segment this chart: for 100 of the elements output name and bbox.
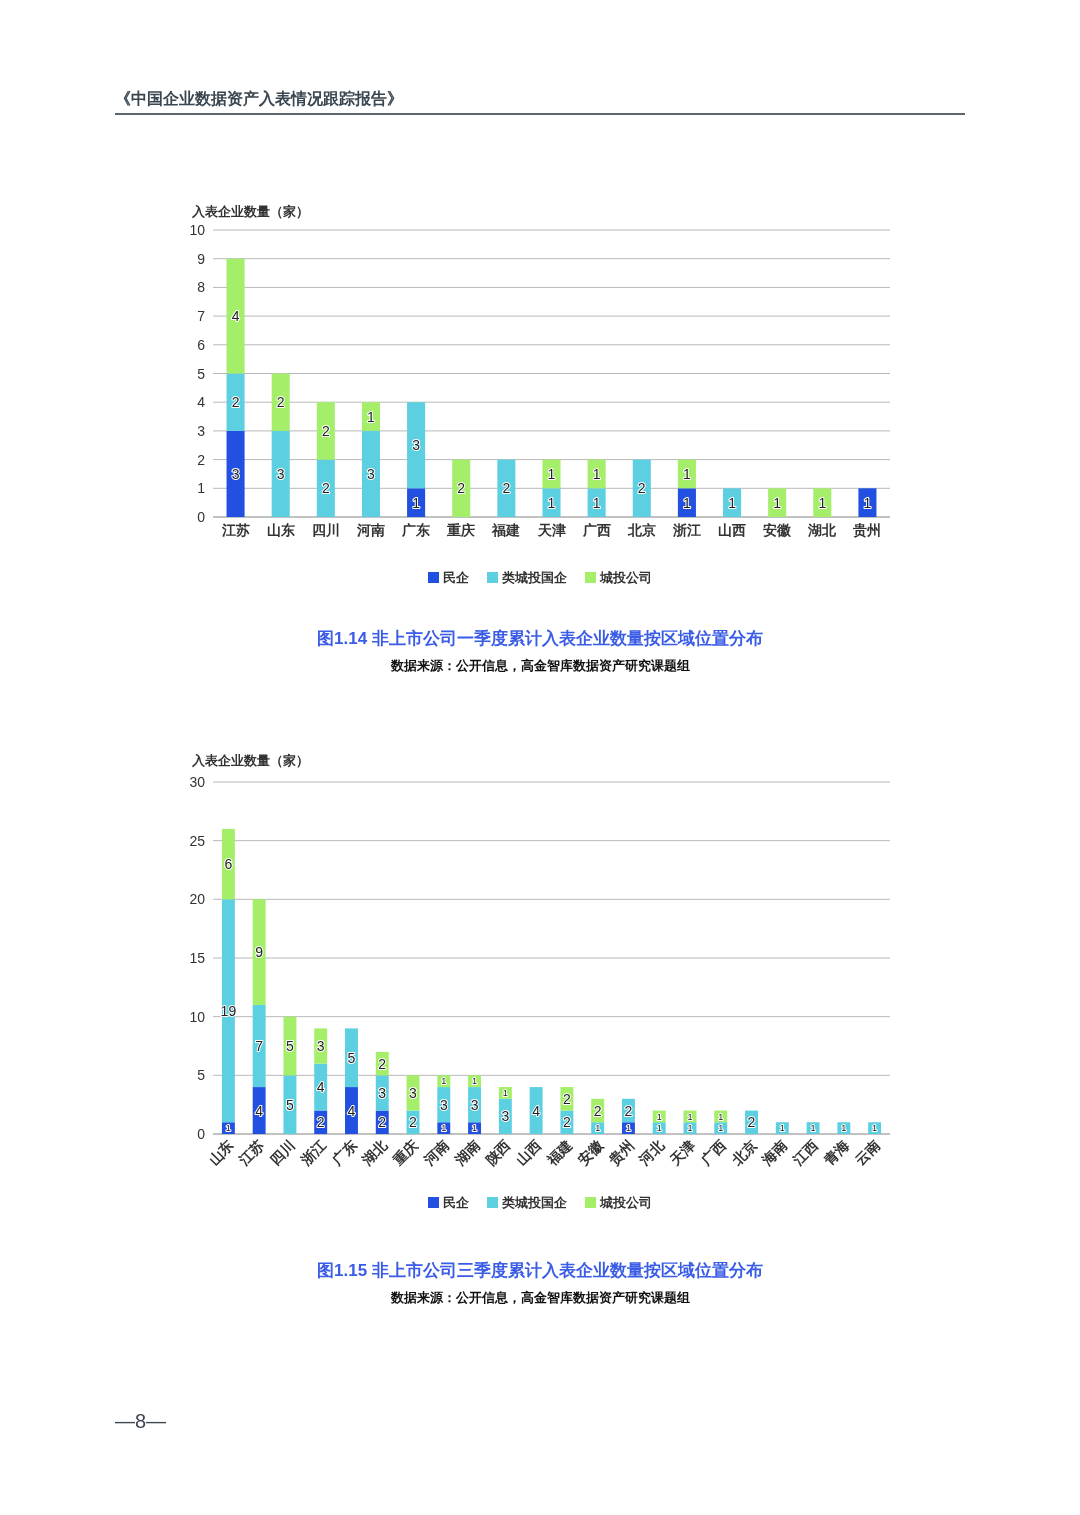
data-label: 4 bbox=[231, 308, 240, 325]
x-tick-label: 湖南 bbox=[451, 1136, 483, 1168]
x-tick-label: 重庆 bbox=[447, 522, 476, 538]
data-label: 1 bbox=[502, 1088, 508, 1099]
x-tick-label: 北京 bbox=[627, 522, 656, 538]
data-label: 2 bbox=[457, 480, 466, 497]
data-label: 2 bbox=[593, 1102, 602, 1119]
legend-label: 民企 bbox=[443, 570, 469, 585]
y-tick-label: 0 bbox=[197, 1126, 205, 1142]
x-tick-label: 天津 bbox=[667, 1136, 699, 1168]
x-tick-label: 安徽 bbox=[574, 1136, 606, 1168]
data-label: 2 bbox=[409, 1114, 417, 1131]
data-label: 9 bbox=[255, 944, 264, 961]
data-label: 1 bbox=[472, 1123, 478, 1134]
data-label: 1 bbox=[412, 494, 420, 511]
x-tick-label: 江苏 bbox=[221, 522, 250, 538]
data-label: 1 bbox=[441, 1123, 447, 1134]
data-label: 1 bbox=[718, 1111, 724, 1122]
data-label: 4 bbox=[347, 1102, 356, 1119]
x-tick-label: 山西 bbox=[513, 1136, 545, 1168]
page-header: 《中国企业数据资产入表情况跟踪报告》 bbox=[115, 90, 403, 107]
data-label: 1 bbox=[728, 494, 736, 511]
x-tick-label: 山东 bbox=[266, 522, 295, 538]
y-tick-label: 3 bbox=[197, 422, 205, 439]
data-label: 5 bbox=[347, 1049, 356, 1066]
y-tick-label: 0 bbox=[197, 509, 205, 525]
data-label: 1 bbox=[683, 494, 691, 511]
data-label: 3 bbox=[409, 1084, 417, 1101]
y-tick-label: 9 bbox=[197, 250, 205, 267]
x-tick-label: 广东 bbox=[328, 1136, 360, 1168]
x-tick-label: 陕西 bbox=[482, 1136, 514, 1168]
data-label: 1 bbox=[595, 1123, 601, 1134]
x-tick-label: 河南 bbox=[356, 522, 385, 538]
data-label: 1 bbox=[592, 466, 601, 482]
data-label: 3 bbox=[276, 466, 285, 482]
data-label: 2 bbox=[563, 1114, 571, 1131]
data-label: 3 bbox=[501, 1108, 510, 1125]
data-label: 1 bbox=[625, 1123, 631, 1134]
y-tick-label: 1 bbox=[197, 480, 205, 497]
data-label: 3 bbox=[231, 466, 240, 482]
y-tick-label: 10 bbox=[189, 1008, 205, 1025]
x-tick-label: 浙江 bbox=[672, 522, 701, 538]
x-tick-label: 重庆 bbox=[390, 1136, 422, 1168]
data-label: 2 bbox=[624, 1102, 633, 1119]
x-tick-label: 河北 bbox=[636, 1136, 668, 1168]
y-tick-label: 2 bbox=[197, 451, 205, 468]
data-label: 2 bbox=[316, 1114, 325, 1131]
data-label: 1 bbox=[718, 1123, 724, 1134]
data-label: 4 bbox=[255, 1102, 264, 1119]
x-tick-label: 江苏 bbox=[236, 1136, 268, 1168]
data-label: 4 bbox=[532, 1102, 540, 1119]
data-label: 1 bbox=[872, 1123, 878, 1134]
data-label: 3 bbox=[378, 1084, 387, 1101]
data-label: 3 bbox=[439, 1096, 448, 1113]
y-axis-title: 入表企业数量（家） bbox=[192, 204, 309, 219]
data-label: 1 bbox=[367, 408, 375, 425]
y-tick-label: 15 bbox=[189, 950, 205, 966]
data-label: 2 bbox=[637, 480, 646, 497]
legend-label: 城投公司 bbox=[600, 1195, 652, 1210]
data-label: 2 bbox=[321, 422, 330, 439]
data-label: 3 bbox=[316, 1038, 325, 1055]
y-tick-label: 7 bbox=[197, 308, 205, 325]
x-tick-label: 浙江 bbox=[297, 1136, 329, 1168]
x-tick-label: 山东 bbox=[205, 1136, 237, 1168]
x-tick-label: 天津 bbox=[537, 522, 566, 538]
x-tick-label: 河南 bbox=[420, 1136, 452, 1168]
y-tick-label: 25 bbox=[189, 832, 205, 849]
data-label: 1 bbox=[818, 494, 827, 511]
data-label: 2 bbox=[276, 394, 285, 411]
y-tick-label: 10 bbox=[189, 222, 205, 238]
data-label: 2 bbox=[563, 1090, 571, 1107]
x-tick-label: 贵州 bbox=[605, 1136, 637, 1168]
x-tick-label: 江西 bbox=[790, 1136, 822, 1168]
source-note: 数据来源：公开信息，高金智库数据资产研究课题组 bbox=[390, 658, 690, 673]
legend-label: 民企 bbox=[443, 1195, 469, 1210]
data-label: 1 bbox=[656, 1123, 662, 1134]
data-label: 1 bbox=[773, 494, 782, 511]
data-label: 1 bbox=[779, 1123, 785, 1134]
x-tick-label: 山西 bbox=[718, 522, 747, 538]
data-label: 1 bbox=[683, 466, 691, 482]
data-label: 1 bbox=[547, 494, 556, 511]
data-label: 7 bbox=[255, 1038, 264, 1055]
data-label: 1 bbox=[592, 494, 601, 511]
x-tick-label: 北京 bbox=[728, 1136, 760, 1168]
y-axis-title: 入表企业数量（家） bbox=[192, 753, 309, 768]
x-tick-label: 四川 bbox=[266, 1136, 299, 1168]
page-number: —8— bbox=[115, 1410, 167, 1432]
data-label: 2 bbox=[378, 1055, 387, 1072]
data-label: 1 bbox=[863, 494, 872, 511]
data-label: 1 bbox=[810, 1123, 816, 1134]
data-label: 6 bbox=[224, 856, 233, 873]
data-label: 1 bbox=[547, 466, 556, 482]
x-tick-label: 贵州 bbox=[853, 522, 882, 538]
x-tick-label: 广西 bbox=[697, 1136, 729, 1168]
x-tick-label: 安徽 bbox=[763, 522, 792, 538]
data-label: 3 bbox=[470, 1096, 479, 1113]
data-label: 2 bbox=[378, 1114, 387, 1131]
y-tick-label: 30 bbox=[189, 774, 205, 790]
x-tick-label: 广东 bbox=[402, 522, 431, 538]
x-tick-label: 云南 bbox=[851, 1136, 883, 1168]
